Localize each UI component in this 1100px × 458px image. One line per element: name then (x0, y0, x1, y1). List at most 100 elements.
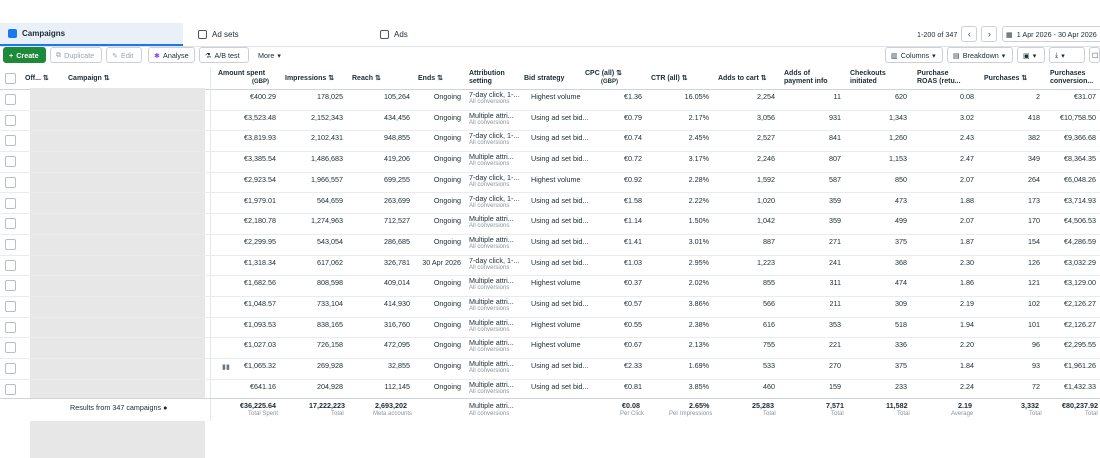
cell-attr: Multiple attri... (469, 297, 514, 306)
table-row[interactable]: €2,180.78 1,274,963 712,527 Ongoing Multiple… (0, 213, 1100, 235)
analyse-button[interactable]: ✱ Analyse (148, 47, 195, 63)
ab-test-button[interactable]: ⚗ A/B test (199, 47, 249, 63)
row-checkbox[interactable] (5, 135, 16, 147)
adsets-grid-icon (198, 30, 207, 39)
cell-ctr: 16.05% (684, 92, 709, 101)
prev-page-button[interactable]: ‹ (961, 26, 978, 42)
cell-pcv: €6,048.26 (1064, 174, 1096, 184)
cell-ctr: 2.13% (688, 340, 709, 350)
header-purchases[interactable]: Purchases ⇅ (984, 75, 1027, 83)
create-button[interactable]: + Create (3, 47, 46, 63)
row-checkbox[interactable] (5, 301, 16, 312)
row-checkbox[interactable] (5, 363, 16, 375)
next-page-button[interactable]: › (981, 26, 998, 42)
row-checkbox[interactable] (5, 114, 16, 126)
cell-roas: 2.07 (960, 174, 974, 184)
cell-imp: 1,274,963 (311, 216, 343, 226)
table-row[interactable]: €1,093.53 838,165 316,760 Ongoing Multiple a… (0, 317, 1100, 339)
cell-ends: Ongoing (433, 174, 461, 184)
total-adds-to-cart: 25,283 (752, 401, 774, 410)
cell-pcv: €2,295.55 (1064, 340, 1096, 350)
header-ctr[interactable]: CTR (all) ⇅ (651, 75, 688, 83)
tab-campaigns[interactable]: Campaigns (0, 23, 183, 46)
cell-pcv: €2,126.27 (1064, 299, 1096, 308)
header-adds-to-cart[interactable]: Adds to cart ⇅ (718, 75, 767, 83)
cell-imp: 808,598 (317, 278, 343, 288)
cell-bid: Highest volume (531, 92, 581, 101)
header-campaign[interactable]: Campaign ⇅ (68, 75, 110, 83)
table-row[interactable]: €3,819.93 2,102,431 948,855 Ongoing 7-day cl… (0, 130, 1100, 153)
row-checkbox[interactable] (5, 383, 16, 395)
row-checkbox[interactable] (5, 156, 16, 168)
duplicate-label: Duplicate (64, 50, 95, 60)
cell-attr: 7-day click, 1-... (469, 172, 520, 182)
header-attribution[interactable]: Attribution setting (469, 70, 515, 86)
cell-bid: Using ad set bid... (531, 236, 589, 246)
row-checkbox[interactable] (5, 238, 16, 250)
bar-chart-icon[interactable]: ▮▮ (222, 362, 230, 372)
more-button[interactable]: More ▾ (253, 47, 289, 63)
cell-ctr: 3.01% (688, 236, 709, 246)
row-checkbox[interactable] (5, 280, 16, 292)
table-row[interactable]: €3,523.48 2,152,343 434,456 Ongoing Multiple… (0, 110, 1100, 132)
view-options-button[interactable]: ▣ ▾ (1017, 47, 1045, 63)
cell-atc: 887 (763, 236, 775, 246)
header-ends[interactable]: Ends ⇅ (418, 75, 443, 83)
header-bid-strategy[interactable]: Bid strategy (524, 75, 564, 83)
header-purchases-conversion[interactable]: Purchases conversion... (1050, 70, 1096, 86)
cell-reach: 712,527 (384, 216, 410, 226)
ab-test-label: A/B test (214, 50, 240, 60)
header-cpc[interactable]: CPC (all) ⇅ (GBP) (585, 70, 622, 85)
cell-reach: 263,699 (384, 195, 410, 205)
calendar-icon: ▦ (1006, 29, 1013, 39)
table-row[interactable]: €1,065.32 269,928 32,855 Ongoing Multiple at… (0, 358, 1100, 380)
cell-pcv: €1,961.26 (1064, 361, 1096, 371)
cell-reach: 948,855 (384, 133, 410, 143)
header-roas[interactable]: Purchase ROAS (retu... (917, 70, 961, 86)
cell-chk: 375 (895, 361, 907, 371)
total-adds-payment-info: 7,571 (826, 401, 844, 410)
export-button[interactable]: ⤓ ▾ (1049, 47, 1085, 63)
cell-bid: Highest volume (531, 319, 581, 329)
table-row[interactable]: €2,299.95 543,054 286,685 Ongoing Multiple a… (0, 234, 1100, 256)
header-amount-spent[interactable]: Amount spent (GBP) (218, 70, 269, 86)
header-reach[interactable]: Reach ⇅ (352, 75, 381, 83)
row-checkbox[interactable] (5, 176, 16, 188)
table-row[interactable]: €1,027.03 726,158 472,095 Ongoing Multiple a… (0, 337, 1100, 360)
duplicate-button[interactable]: ⧉ Duplicate (50, 47, 102, 63)
columns-button[interactable]: ▥ Columns ▾ (885, 47, 943, 63)
tab-adsets[interactable]: Ad sets (190, 23, 370, 46)
table-row[interactable]: €1,318.34 617,062 326,781 30 Apr 2026 7-day … (0, 255, 1100, 277)
table-row[interactable]: €1,682.56 808,598 409,014 Ongoing Multiple a… (0, 275, 1100, 297)
row-checkbox[interactable] (5, 197, 16, 209)
header-label: Purchase ROAS (retu... (917, 70, 961, 85)
table-row[interactable]: €2,923.54 1,966,557 699,255 Ongoing 7-day cl… (0, 172, 1100, 194)
cell-spent: €3,819.93 (244, 133, 276, 143)
cell-roas: 2.20 (960, 340, 974, 350)
row-checkbox[interactable] (5, 94, 16, 105)
date-range-picker[interactable]: ▦ 1 Apr 2026 - 30 Apr 2026 ▾ (1002, 26, 1100, 42)
cell-ends: Ongoing (433, 133, 461, 143)
header-off[interactable]: Off... ⇅ (25, 75, 49, 83)
cell-cpc: €0.81 (624, 381, 642, 391)
header-impressions[interactable]: Impressions ⇅ (285, 75, 334, 83)
cell-bid: Highest volume (531, 278, 581, 288)
tab-ads[interactable]: Ads (372, 23, 552, 46)
header-checkouts[interactable]: Checkouts initiated (850, 70, 890, 86)
table-row[interactable]: €1,048.57 733,104 414,930 Ongoing Multiple a… (0, 296, 1100, 318)
table-row[interactable]: €1,979.01 564,659 263,699 Ongoing 7-day clic… (0, 193, 1100, 215)
tab-label: Ad sets (212, 30, 239, 39)
cell-imp: 2,152,343 (311, 112, 343, 122)
row-checkbox[interactable] (5, 218, 16, 230)
table-row[interactable]: €3,385.54 1,486,683 419,206 Ongoing Multiple… (0, 151, 1100, 173)
row-checkbox[interactable] (5, 259, 16, 271)
cell-cpc: €1.58 (624, 195, 642, 205)
row-checkbox[interactable] (5, 321, 16, 333)
header-adds-payment-info[interactable]: Adds of payment info (784, 70, 828, 86)
table-row[interactable]: €400.29 178,025 105,264 Ongoing 7-day click,… (0, 89, 1100, 111)
breakdown-button[interactable]: ▤ Breakdown ▾ (947, 47, 1013, 63)
overflow-button[interactable]: ☐ (1089, 47, 1100, 63)
row-checkbox[interactable] (5, 342, 16, 354)
select-all-checkbox[interactable] (5, 73, 16, 84)
edit-button[interactable]: ✎ Edit (106, 47, 142, 63)
